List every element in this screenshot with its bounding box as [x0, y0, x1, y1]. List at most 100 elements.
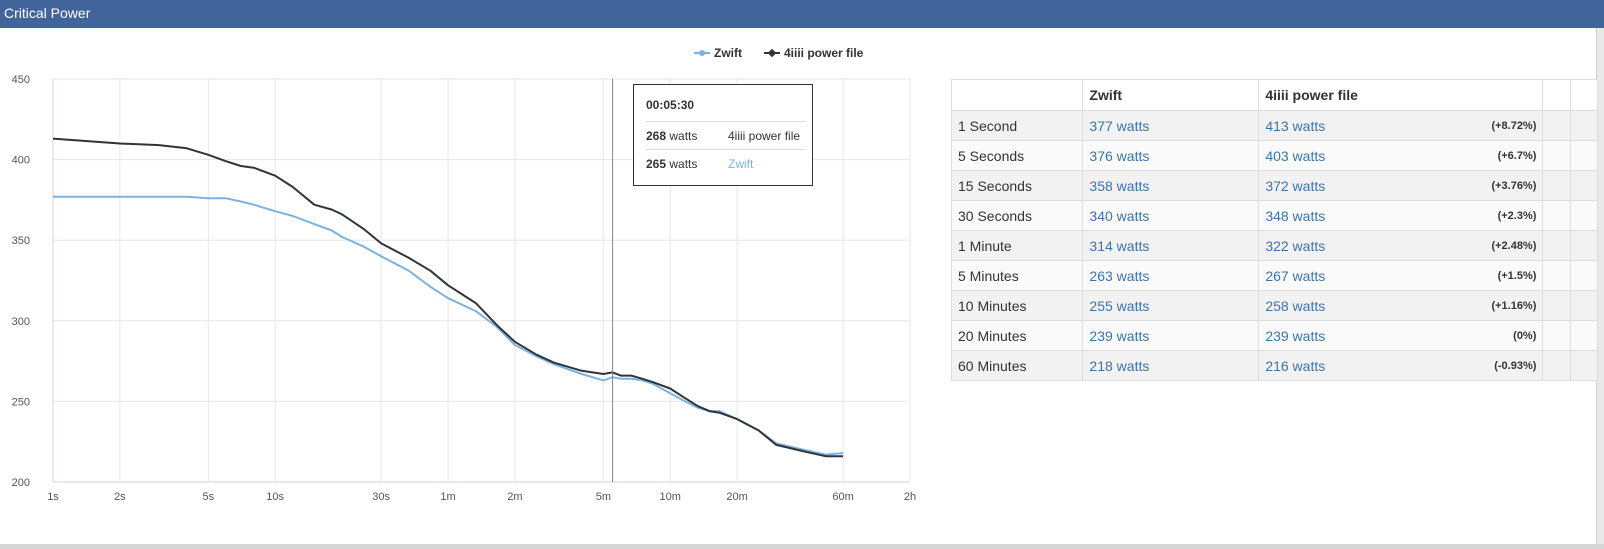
row-diff-percent: (+6.7%) — [1497, 150, 1537, 162]
table-row: 30 Seconds 340 watts 348 watts (+2.3%) — [950, 200, 1599, 231]
row-zwift-value[interactable]: 239 watts — [1082, 320, 1260, 351]
table-row: 10 Minutes 255 watts 258 watts (+1.16%) — [950, 290, 1599, 321]
critical-power-table: Zwift 4iiii power file 1 Second 377 watts… — [950, 79, 1599, 381]
x-tick-label: 10m — [660, 491, 681, 503]
row-zwift-value[interactable]: 358 watts — [1082, 170, 1260, 201]
x-tick-label: 60m — [832, 491, 853, 503]
y-tick-label: 300 — [12, 316, 30, 328]
power-file-series-line — [52, 137, 844, 458]
row-extra-cell — [1569, 200, 1599, 231]
row-power-file-cell: 348 watts (+2.3%) — [1258, 200, 1544, 231]
row-duration-label: 15 Seconds — [950, 170, 1084, 201]
row-zwift-value[interactable]: 263 watts — [1082, 260, 1260, 291]
row-extra-cell — [1542, 230, 1571, 261]
table-header-label — [950, 79, 1084, 111]
row-duration-label: 10 Minutes — [950, 290, 1084, 321]
row-power-file-value[interactable]: 413 watts — [1265, 117, 1326, 134]
row-power-file-value[interactable]: 403 watts — [1265, 147, 1326, 164]
row-power-file-cell: 267 watts (+1.5%) — [1258, 260, 1544, 291]
legend-power-file-label: 4iiii power file — [784, 46, 864, 60]
chart-tooltip: 00:05:30 268 watts 4iiii power file 265 … — [633, 84, 813, 186]
row-diff-percent: (+3.76%) — [1491, 180, 1537, 192]
row-power-file-value[interactable]: 239 watts — [1265, 327, 1326, 344]
row-extra-cell — [1569, 290, 1599, 321]
table-header-power-file: 4iiii power file — [1258, 79, 1544, 111]
row-zwift-value[interactable]: 377 watts — [1082, 110, 1260, 141]
table-header-extra-2 — [1569, 79, 1599, 111]
legend-item-zwift[interactable]: Zwift — [694, 46, 742, 60]
chart-axes: 200 250 300 350 400 450 1s 2s 5s 10s 30s 1m 2m 5m 10m 2… — [12, 74, 916, 503]
row-power-file-value[interactable]: 322 watts — [1265, 237, 1326, 254]
row-zwift-value[interactable]: 314 watts — [1082, 230, 1260, 261]
row-power-file-cell: 403 watts (+6.7%) — [1258, 140, 1544, 171]
row-diff-percent: (-0.93%) — [1494, 360, 1537, 372]
row-zwift-value[interactable]: 376 watts — [1082, 140, 1260, 171]
y-tick-label: 350 — [12, 235, 30, 247]
y-tick-label: 450 — [12, 74, 30, 86]
row-extra-cell — [1569, 230, 1599, 261]
x-tick-label: 10s — [266, 491, 284, 503]
row-extra-cell — [1542, 320, 1571, 351]
chart-legend: Zwift 4iiii power file — [694, 45, 885, 61]
table-row: 15 Seconds 358 watts 372 watts (+3.76%) — [950, 170, 1599, 201]
legend-zwift-label: Zwift — [714, 46, 742, 60]
x-tick-label: 2s — [114, 491, 126, 503]
table-header-extra-1 — [1542, 79, 1571, 111]
row-diff-percent: (+2.3%) — [1497, 210, 1537, 222]
tooltip-power-file-unit: watts — [669, 129, 698, 143]
row-power-file-cell: 216 watts (-0.93%) — [1258, 350, 1544, 381]
table-header-zwift: Zwift — [1082, 79, 1260, 111]
x-tick-label: 5m — [596, 491, 611, 503]
table-row: 1 Minute 314 watts 322 watts (+2.48%) — [950, 230, 1599, 261]
row-power-file-value[interactable]: 372 watts — [1265, 177, 1326, 194]
tooltip-row-zwift: 265 watts Zwift — [646, 149, 806, 178]
row-zwift-value[interactable]: 255 watts — [1082, 290, 1260, 321]
row-extra-cell — [1542, 350, 1571, 381]
row-power-file-value[interactable]: 348 watts — [1265, 207, 1326, 224]
table-row: 5 Seconds 376 watts 403 watts (+6.7%) — [950, 140, 1599, 171]
row-extra-cell — [1569, 110, 1599, 141]
row-extra-cell — [1542, 260, 1571, 291]
row-power-file-value[interactable]: 216 watts — [1265, 357, 1326, 374]
x-tick-label: 5s — [202, 491, 214, 503]
row-power-file-cell: 239 watts (0%) — [1258, 320, 1544, 351]
table-row: 60 Minutes 218 watts 216 watts (-0.93%) — [950, 350, 1599, 381]
row-extra-cell — [1569, 260, 1599, 291]
row-extra-cell — [1542, 200, 1571, 231]
row-diff-percent: (+8.72%) — [1491, 120, 1537, 132]
row-duration-label: 5 Minutes — [950, 260, 1084, 291]
panel-bottom-edge — [0, 544, 1604, 549]
table-row: 1 Second 377 watts 413 watts (+8.72%) — [950, 110, 1599, 141]
row-extra-cell — [1569, 320, 1599, 351]
row-duration-label: 1 Second — [950, 110, 1084, 141]
row-zwift-value[interactable]: 340 watts — [1082, 200, 1260, 231]
row-diff-percent: (+2.48%) — [1491, 240, 1537, 252]
x-tick-label: 2m — [507, 491, 522, 503]
y-tick-label: 250 — [12, 396, 30, 408]
table-row: 20 Minutes 239 watts 239 watts (0%) — [950, 320, 1599, 351]
row-duration-label: 30 Seconds — [950, 200, 1084, 231]
tooltip-power-file-series: 4iiii power file — [728, 129, 801, 143]
row-duration-label: 1 Minute — [950, 230, 1084, 261]
row-extra-cell — [1569, 170, 1599, 201]
row-extra-cell — [1569, 350, 1599, 381]
panel-header: Critical Power — [0, 0, 1604, 28]
row-zwift-value[interactable]: 218 watts — [1082, 350, 1260, 381]
row-extra-cell — [1542, 290, 1571, 321]
row-power-file-value[interactable]: 258 watts — [1265, 297, 1326, 314]
tooltip-power-file-value: 268 — [646, 129, 667, 143]
row-extra-cell — [1569, 140, 1599, 171]
row-power-file-cell: 413 watts (+8.72%) — [1258, 110, 1544, 141]
row-power-file-value[interactable]: 267 watts — [1265, 267, 1326, 284]
y-tick-label: 400 — [12, 155, 30, 167]
x-tick-label: 20m — [726, 491, 747, 503]
x-tick-label: 30s — [372, 491, 390, 503]
tooltip-zwift-unit: watts — [669, 157, 698, 171]
tooltip-time: 00:05:30 — [646, 98, 695, 112]
row-duration-label: 20 Minutes — [950, 320, 1084, 351]
tooltip-zwift-value: 265 — [646, 157, 667, 171]
legend-item-power-file[interactable]: 4iiii power file — [764, 46, 863, 60]
row-duration-label: 5 Seconds — [950, 140, 1084, 171]
row-extra-cell — [1542, 140, 1571, 171]
row-power-file-cell: 372 watts (+3.76%) — [1258, 170, 1544, 201]
